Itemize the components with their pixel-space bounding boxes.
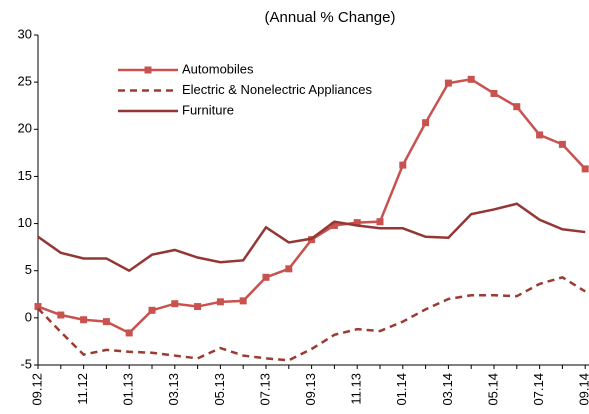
x-tick-label: 07.13 [257, 373, 272, 406]
point-marker [148, 306, 156, 314]
point-marker [422, 119, 430, 127]
legend-label: Electric & Nonelectric Appliances [182, 82, 373, 97]
series-line [37, 202, 586, 273]
y-tick-label: 0 [25, 309, 32, 324]
point-marker [399, 161, 407, 169]
point-marker [490, 89, 498, 97]
x-tick-label: 03.13 [166, 373, 181, 406]
point-marker [536, 131, 544, 139]
legend-label: Furniture [182, 102, 234, 117]
point-marker [34, 303, 42, 311]
x-tick-label: 05.14 [485, 373, 500, 406]
point-marker [467, 75, 475, 83]
x-tick-label: 07.14 [531, 373, 546, 406]
x-tick-label: 03.14 [440, 373, 455, 406]
x-tick-label: 01.13 [121, 373, 136, 406]
point-marker [125, 329, 133, 337]
series-line [37, 275, 586, 362]
x-tick-label: 09.12 [29, 373, 44, 406]
y-tick-label: 15 [18, 168, 32, 183]
point-marker [171, 300, 179, 308]
point-marker [444, 79, 452, 87]
y-tick-label: -5 [20, 356, 32, 371]
y-tick-label: 25 [18, 74, 32, 89]
point-marker [558, 140, 566, 148]
x-tick-label: 01.14 [394, 373, 409, 406]
point-marker [285, 265, 293, 273]
point-marker [239, 297, 247, 305]
legend-label: Automobiles [182, 61, 254, 76]
point-marker [216, 298, 224, 306]
y-tick-label: 5 [25, 262, 32, 277]
y-tick-label: 30 [18, 26, 32, 41]
point-marker [581, 165, 589, 173]
point-marker [353, 219, 361, 227]
point-marker [57, 311, 65, 319]
y-tick-label: 10 [18, 215, 32, 230]
legend-marker [144, 66, 152, 74]
x-tick-label: 11.13 [349, 373, 364, 405]
point-marker [102, 318, 110, 326]
x-tick-label: 09.13 [303, 373, 318, 406]
point-marker [80, 316, 88, 324]
point-marker [376, 218, 384, 226]
point-marker [330, 221, 338, 229]
x-tick-label: 09.14 [577, 373, 589, 406]
y-tick-label: 20 [18, 121, 32, 136]
point-marker [513, 103, 521, 111]
chart-title: (Annual % Change) [265, 9, 396, 26]
x-tick-label: 05.13 [212, 373, 227, 406]
x-tick-label: 11.12 [75, 373, 90, 405]
point-marker [262, 273, 270, 281]
point-marker [194, 303, 202, 311]
